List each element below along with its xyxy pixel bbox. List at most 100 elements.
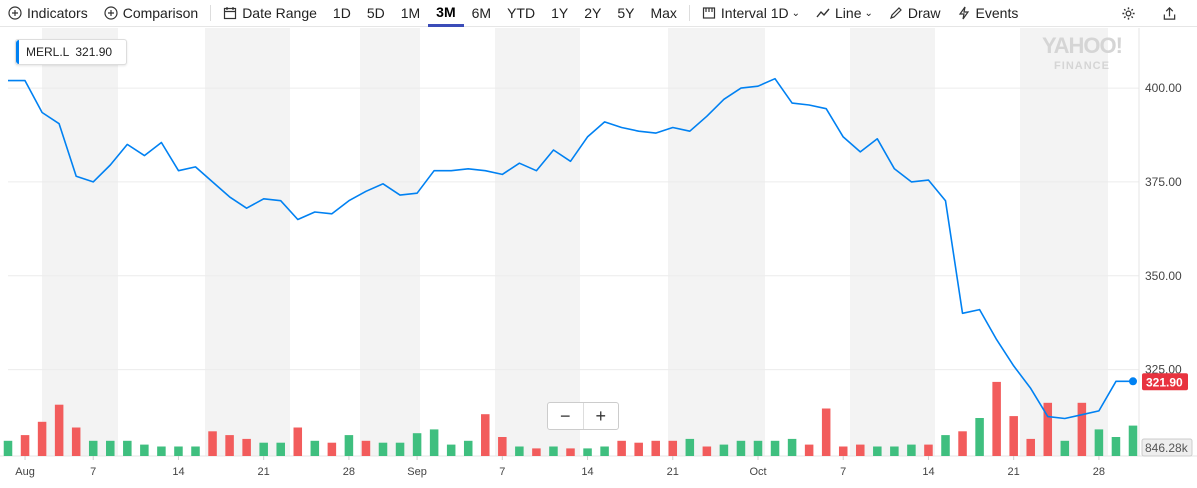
- settings-button[interactable]: [1115, 0, 1141, 27]
- volume-bar: [736, 440, 746, 456]
- pencil-icon: [889, 7, 902, 19]
- volume-bar: [88, 440, 98, 456]
- volume-bar: [668, 440, 678, 456]
- series-color-swatch: [16, 40, 19, 64]
- range-1d[interactable]: 1D: [332, 5, 351, 21]
- range-1y[interactable]: 1Y: [551, 5, 569, 21]
- zoom-control: − +: [547, 402, 619, 430]
- volume-bar: [106, 440, 115, 456]
- plus-circle-icon: [8, 6, 22, 20]
- volume-bar: [1128, 425, 1138, 456]
- draw-button[interactable]: Draw: [881, 0, 949, 27]
- volume-bar: [907, 444, 916, 456]
- volume-bar: [890, 446, 899, 456]
- volume-bar: [924, 444, 933, 456]
- toolbar-divider: [210, 5, 212, 21]
- series-legend[interactable]: MERL.L 321.90: [15, 39, 128, 65]
- volume-bar: [225, 435, 234, 456]
- range-max[interactable]: Max: [650, 5, 677, 21]
- volume-tag: [1141, 438, 1193, 457]
- x-tick-label: 7: [90, 466, 96, 478]
- volume-bar: [37, 421, 47, 456]
- volume-bar: [123, 440, 132, 456]
- legend-value: 321.90: [75, 45, 113, 59]
- shade-band: [1020, 28, 1108, 456]
- interval-icon: [702, 7, 716, 19]
- x-tick-label: 14: [581, 466, 593, 478]
- volume-bar: [719, 444, 729, 456]
- draw-label: Draw: [907, 5, 941, 21]
- last-price-tag: [1142, 373, 1188, 391]
- chart-type-button[interactable]: Line ⌄: [808, 0, 881, 27]
- x-tick-label: 7: [499, 466, 505, 478]
- interval-button[interactable]: Interval 1D ⌄: [694, 0, 808, 27]
- yahoo-finance-watermark: YAHOO! FINANCE: [1042, 33, 1123, 76]
- volume-bar: [293, 427, 303, 456]
- range-3m[interactable]: 3M: [428, 0, 464, 27]
- volume-bar: [174, 446, 183, 456]
- x-axis: Aug 7 14 21 28 Sep 7 14 21 Oct 7 14 21 28: [15, 456, 1105, 478]
- watermark-brand: YAHOO!: [1042, 33, 1123, 58]
- y-axis: 400.00 375.00 350.00 325.00: [1145, 81, 1182, 377]
- volume-bar: [651, 440, 660, 456]
- volume-bar: [804, 444, 814, 456]
- volume-bar: [1111, 437, 1121, 456]
- share-icon: [1163, 7, 1175, 20]
- chart-type-label: Line: [835, 5, 862, 21]
- shade-band: [668, 28, 765, 456]
- zoom-in-button[interactable]: +: [595, 405, 606, 426]
- range-5y[interactable]: 5Y: [617, 5, 635, 21]
- range-ytd[interactable]: YTD: [507, 5, 536, 21]
- volume-bar: [566, 448, 575, 456]
- x-tick-label: Sep: [407, 466, 427, 478]
- volume-bar: [395, 442, 405, 456]
- date-range-button[interactable]: Date Range: [215, 0, 325, 27]
- volume-bar: [276, 442, 285, 456]
- volume-bar: [1060, 440, 1070, 456]
- volume-bar: [634, 442, 643, 456]
- volume-bar: [515, 446, 524, 456]
- share-button[interactable]: [1156, 0, 1182, 27]
- range-6m[interactable]: 6M: [471, 5, 492, 21]
- range-selector: 1D 5D 1M 3M 6M YTD 1Y 2Y 5Y Max: [325, 0, 685, 27]
- volume-bar: [873, 446, 882, 456]
- comparison-label: Comparison: [122, 5, 199, 21]
- weekend-bands: [42, 28, 1108, 456]
- range-5d[interactable]: 5D: [366, 5, 385, 21]
- volume-bar: [617, 440, 626, 456]
- events-button[interactable]: Events: [949, 0, 1027, 27]
- comparison-button[interactable]: Comparison: [96, 0, 206, 27]
- indicators-button[interactable]: Indicators: [0, 0, 96, 27]
- grid-lines: [0, 28, 1197, 457]
- zoom-out-button[interactable]: −: [548, 403, 584, 429]
- watermark-sub: FINANCE: [1054, 60, 1110, 72]
- volume-bar: [1077, 402, 1087, 456]
- range-1m[interactable]: 1M: [400, 5, 421, 21]
- price-chart[interactable]: 400.00 375.00 350.00 325.00 Aug 7 14 21 28 Sep 7 1…: [0, 28, 1197, 488]
- x-tick-label: Oct: [749, 466, 766, 478]
- price-tags: 321.90 846.28k: [1129, 373, 1193, 457]
- shade-band: [360, 28, 420, 456]
- x-tick-label: 7: [840, 466, 846, 478]
- volume-bar: [481, 414, 490, 456]
- volume-bar: [583, 448, 592, 456]
- gear-icon: [1121, 7, 1135, 20]
- volume-bar: [259, 442, 268, 456]
- legend-symbol: MERL.L: [26, 45, 70, 59]
- volume-bar: [344, 435, 354, 456]
- volume-bar: [191, 446, 200, 456]
- last-price-dot: [1129, 377, 1137, 386]
- volume-bar: [532, 448, 541, 456]
- volume-bar: [1026, 438, 1035, 456]
- volume-value: 846.28k: [1145, 441, 1189, 455]
- x-tick-label: 21: [1008, 466, 1020, 478]
- volume-bar: [958, 431, 967, 456]
- interval-value: 1D: [770, 5, 789, 21]
- volume-bar: [821, 408, 831, 456]
- volume-bar: [685, 438, 695, 456]
- shade-band: [205, 28, 290, 456]
- volume-bar: [140, 444, 149, 456]
- chevron-down-icon: ⌄: [864, 7, 873, 19]
- range-2y[interactable]: 2Y: [584, 5, 602, 21]
- volume-bars: [3, 381, 1138, 456]
